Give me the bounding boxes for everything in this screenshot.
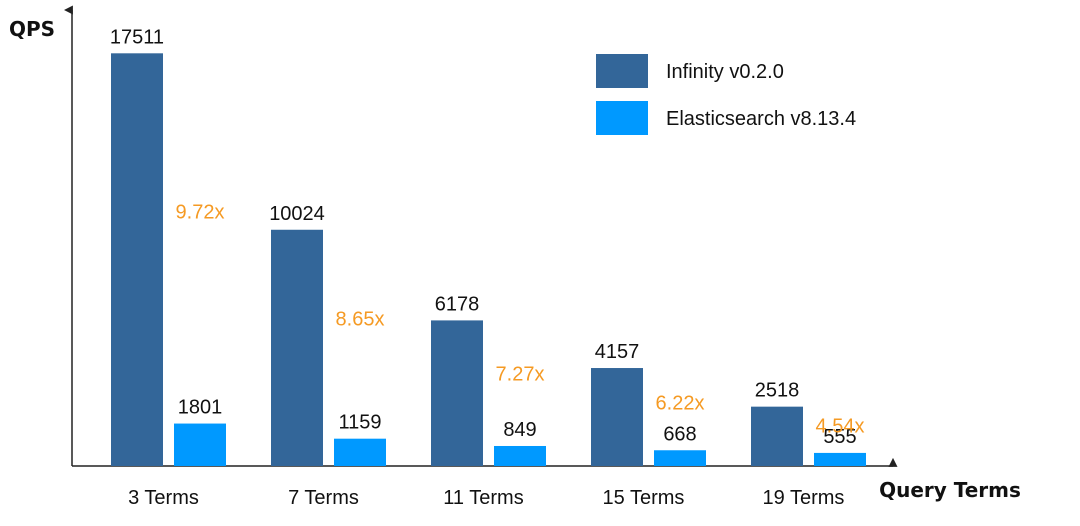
bars-group: 17511 1801 9.72x 3 Terms 10024 1159 8.65x 7 Ter… [110, 26, 866, 509]
x-tick-label-4: 19 Terms [763, 487, 845, 509]
bar-elasticsearch-4 [814, 452, 866, 466]
speedup-annotation-2: 7.27x [496, 363, 545, 385]
x-tick-label-1: 7 Terms [288, 487, 359, 509]
legend-label-0: Infinity v0.2.0 [666, 61, 784, 83]
data-label-elasticsearch-2: 849 [503, 419, 536, 441]
speedup-annotation-1: 8.65x [336, 309, 385, 331]
bar-infinity-1 [271, 229, 323, 466]
legend-label-1: Elasticsearch v8.13.4 [666, 108, 856, 130]
data-label-infinity-3: 4157 [595, 341, 640, 363]
speedup-annotation-3: 6.22x [656, 392, 705, 414]
data-label-elasticsearch-1: 1159 [338, 412, 381, 434]
speedup-annotation-0: 9.72x [176, 202, 225, 224]
bar-infinity-4 [751, 406, 803, 466]
data-label-elasticsearch-0: 1801 [178, 397, 223, 419]
bar-elasticsearch-1 [334, 438, 386, 466]
data-label-elasticsearch-3: 668 [663, 423, 696, 445]
legend-swatch-0 [596, 54, 648, 88]
data-label-infinity-1: 10024 [269, 203, 325, 225]
bar-elasticsearch-0 [174, 423, 226, 466]
data-label-elasticsearch-4: 555 [823, 426, 856, 448]
bar-infinity-0 [111, 53, 163, 467]
data-label-infinity-2: 6178 [435, 293, 480, 315]
speedup-annotation-4: 4.54x [816, 416, 865, 438]
bar-infinity-3 [591, 368, 643, 466]
bar-elasticsearch-3 [654, 450, 706, 466]
x-axis-title: Query Terms [879, 478, 1021, 502]
y-axis-title: QPS [9, 17, 55, 41]
legend-swatch-1 [596, 101, 648, 135]
x-tick-label-2: 11 Terms [443, 487, 523, 509]
x-tick-label-0: 3 Terms [128, 487, 199, 509]
x-tick-label-3: 15 Terms [603, 487, 685, 509]
bar-infinity-2 [431, 320, 483, 466]
bar-elasticsearch-2 [494, 445, 546, 466]
data-label-infinity-0: 17511 [110, 26, 164, 48]
data-label-infinity-4: 2518 [755, 380, 800, 402]
legend: Infinity v0.2.0 Elasticsearch v8.13.4 [596, 54, 856, 135]
